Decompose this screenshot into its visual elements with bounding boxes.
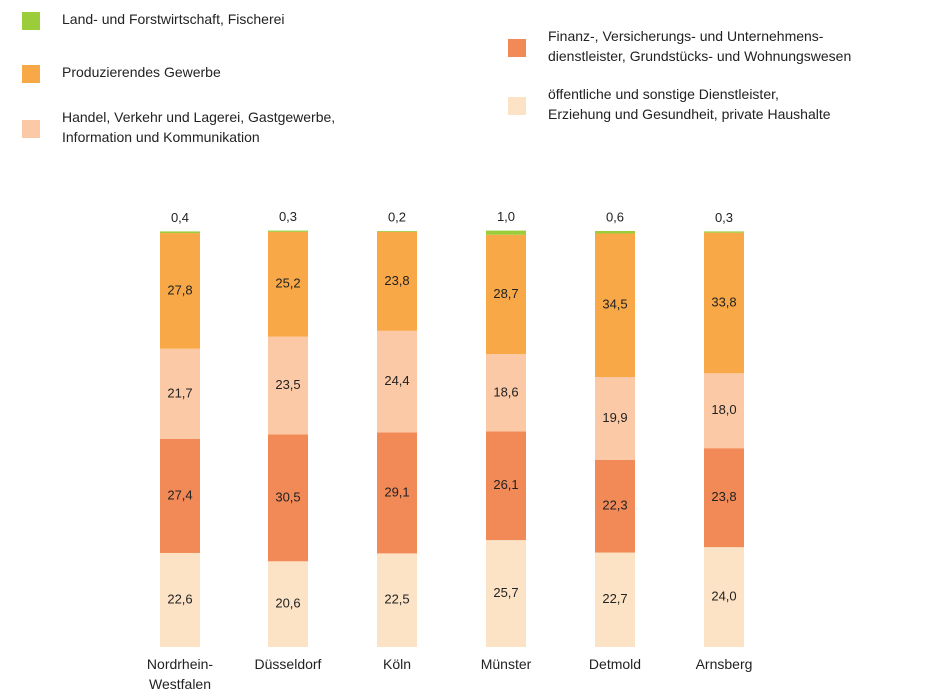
bar-segment [377, 432, 417, 554]
value-label: 34,5 [602, 297, 627, 312]
bar-segment [268, 230, 308, 232]
bar-segment [595, 552, 635, 647]
x-tick-label: Düsseldorf [255, 656, 322, 672]
bar-segment [486, 431, 526, 541]
value-label: 29,1 [384, 484, 409, 499]
bar-segment [486, 234, 526, 355]
bar-segment [268, 561, 308, 647]
value-label: 23,8 [711, 489, 736, 504]
legend-label: öffentliche und sonstige Dienstleister, E… [548, 86, 831, 122]
value-label: 23,8 [384, 273, 409, 288]
bar-segment [704, 448, 744, 548]
value-label: 18,6 [493, 384, 518, 399]
bar-segment [486, 354, 526, 432]
legend-label: Land- und Forstwirtschaft, Fischerei [62, 11, 285, 27]
value-label: 33,8 [711, 294, 736, 309]
bar-segment [704, 231, 744, 233]
x-tick-label: Münster [481, 656, 532, 672]
value-label: 1,0 [497, 209, 515, 224]
legend-swatch [22, 12, 40, 30]
value-label: 0,3 [279, 209, 297, 224]
value-label: 25,2 [275, 276, 300, 291]
value-label: 20,6 [275, 596, 300, 611]
bar-segment [595, 231, 635, 234]
bar-segment [268, 434, 308, 562]
value-label: 0,2 [388, 209, 406, 224]
legend-label: Produzierendes Gewerbe [62, 64, 221, 80]
value-label: 24,4 [384, 373, 409, 388]
value-label: 23,5 [275, 377, 300, 392]
value-label: 26,1 [493, 477, 518, 492]
value-label: 0,6 [606, 209, 624, 224]
value-label: 30,5 [275, 489, 300, 504]
bar-segment [704, 232, 744, 374]
value-label: 25,7 [493, 585, 518, 600]
bar-segment [377, 553, 417, 647]
value-label: 27,8 [167, 282, 192, 297]
value-label: 21,7 [167, 385, 192, 400]
bar-segment [486, 230, 526, 235]
value-label: 22,5 [384, 592, 409, 607]
bar-segment [268, 231, 308, 337]
value-label: 18,0 [711, 402, 736, 417]
bar-segment [160, 231, 200, 234]
bar-segment [160, 233, 200, 349]
bar-segment [160, 439, 200, 553]
value-label: 27,4 [167, 487, 192, 502]
value-label: 22,3 [602, 498, 627, 513]
value-label: 24,0 [711, 589, 736, 604]
x-tick-label: Detmold [589, 656, 641, 672]
legend-swatch [508, 39, 526, 57]
x-tick-label: Arnsberg [696, 656, 753, 672]
bar-segment [595, 377, 635, 460]
bar-segment [486, 540, 526, 647]
bar-segment [595, 459, 635, 553]
bar-segment [160, 348, 200, 439]
legend-swatch [22, 65, 40, 83]
bar-segment [377, 231, 417, 331]
bar-segment [704, 373, 744, 449]
bar-segment [377, 330, 417, 433]
value-label: 19,9 [602, 410, 627, 425]
value-label: 28,7 [493, 286, 518, 301]
value-label: 22,6 [167, 591, 192, 606]
value-label: 0,3 [715, 210, 733, 225]
x-tick-label: Köln [383, 656, 411, 672]
bar-segment [268, 336, 308, 435]
x-tick-label: Nordrhein-Westfalen [147, 656, 213, 692]
legend-label: Finanz-, Versicherungs- und Unternehmens… [548, 28, 851, 64]
bar-segment [595, 233, 635, 378]
legend-swatch [22, 120, 40, 138]
value-label: 22,7 [602, 591, 627, 606]
bar-segment [160, 552, 200, 647]
bar-segment [704, 547, 744, 647]
value-label: 0,4 [171, 210, 189, 225]
bar-segment [377, 231, 417, 232]
legend-label: Handel, Verkehr und Lagerei, Gastgewerbe… [62, 109, 335, 145]
legend-swatch [508, 97, 526, 115]
